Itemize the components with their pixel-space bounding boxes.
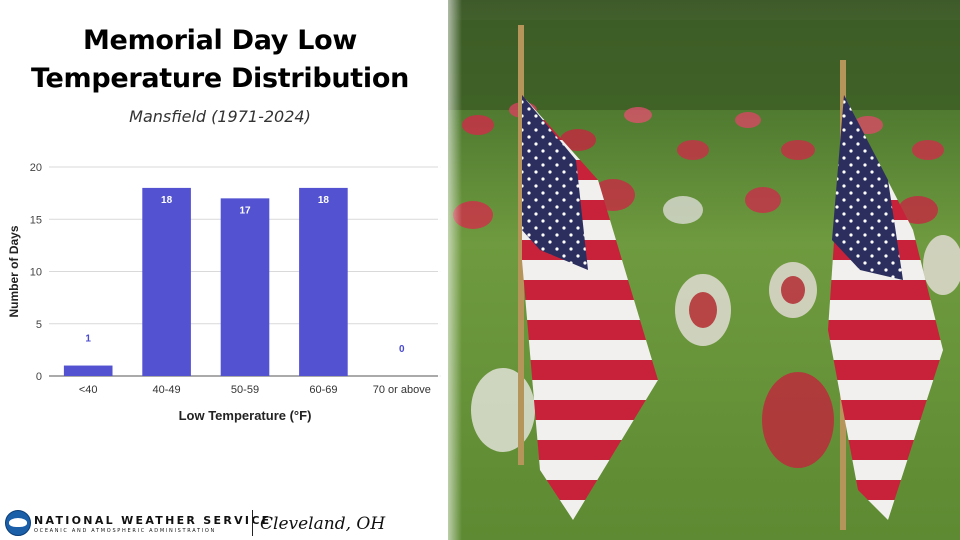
data-label: 17 — [239, 205, 251, 216]
y-axis-title: Number of Days — [7, 225, 21, 317]
bar — [63, 365, 113, 376]
bar — [220, 198, 270, 376]
title-line-1: Memorial Day Low — [82, 25, 357, 56]
title-line-2: Temperature Distribution — [30, 63, 410, 94]
org-subtitle: OCEANIC AND ATMOSPHERIC ADMINISTRATION — [34, 528, 216, 534]
data-label: 1 — [85, 334, 91, 345]
x-tick-label: 70 or above — [373, 384, 431, 396]
footer-divider — [252, 510, 253, 536]
footer: NATIONAL WEATHER SERVICE OCEANIC AND ATM… — [0, 506, 448, 540]
bar — [299, 187, 348, 376]
x-tick-label: 40-49 — [153, 384, 181, 396]
y-tick-label: 5 — [36, 319, 42, 331]
photo-fade — [438, 0, 462, 540]
bar-chart: 0 5 10 15 20 1 <40 18 40-49 17 50-59 18 60-69 0 70 or … — [7, 162, 441, 423]
x-tick-label: 50-59 — [231, 384, 259, 396]
bar — [142, 187, 191, 376]
data-label: 0 — [399, 344, 405, 355]
office-name: Cleveland, OH — [260, 514, 386, 534]
nws-logo-icon — [5, 510, 31, 536]
x-tick-label: 60-69 — [309, 384, 337, 396]
chart-title: Memorial Day Low Temperature Distributio… — [0, 22, 440, 98]
y-tick-label: 10 — [30, 267, 42, 279]
org-name: NATIONAL WEATHER SERVICE — [34, 514, 272, 527]
y-tick-label: 0 — [36, 371, 42, 383]
y-tick-label: 15 — [30, 214, 42, 226]
left-panel: Memorial Day Low Temperature Distributio… — [0, 0, 448, 540]
flag-photo-icon — [448, 0, 960, 540]
y-tick-label: 20 — [30, 162, 42, 174]
data-label: 18 — [161, 195, 173, 206]
x-tick-label: <40 — [79, 384, 98, 396]
x-axis-title: Low Temperature (°F) — [179, 408, 312, 423]
data-label: 18 — [318, 195, 330, 206]
chart-subtitle: Mansfield (1971-2024) — [129, 107, 311, 126]
